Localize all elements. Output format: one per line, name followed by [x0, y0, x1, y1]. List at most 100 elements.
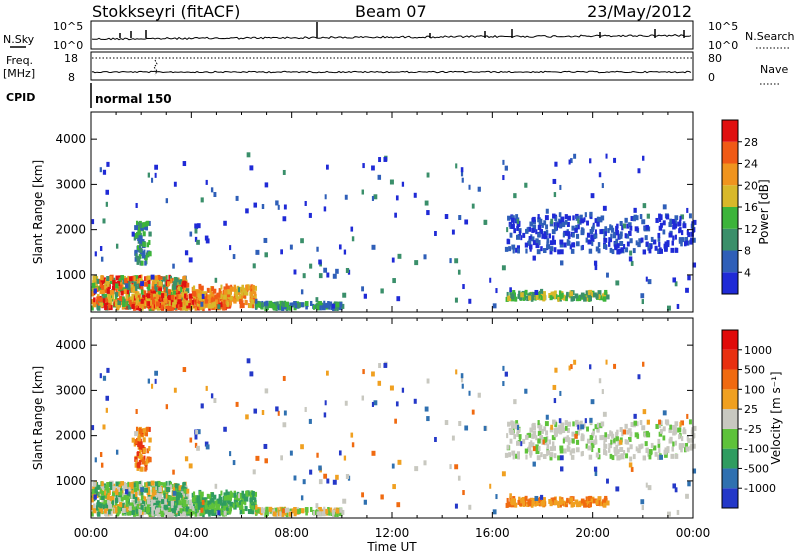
power-cell: [146, 283, 151, 289]
velocity-cell: [461, 383, 464, 389]
power-cell: [413, 192, 417, 198]
velocity-cell: [217, 510, 221, 516]
velocity-cell: [516, 451, 521, 457]
velocity-cell: [559, 445, 564, 451]
velocity-cell: [148, 426, 151, 432]
power-cell: [91, 219, 95, 225]
velocity-colorbar-tick: -1000: [744, 482, 776, 495]
power-cell: [644, 235, 648, 241]
velocity-cell: [552, 497, 556, 503]
power-ytick-label: 2000: [55, 223, 86, 237]
velocity-cell: [619, 447, 624, 453]
power-cell: [91, 282, 96, 288]
power-cell: [587, 290, 591, 296]
velocity-cell: [598, 378, 602, 384]
power-cell: [291, 302, 295, 308]
velocity-cell: [108, 500, 111, 506]
power-cell: [619, 241, 624, 247]
velocity-cell: [341, 509, 345, 515]
power-cell: [517, 293, 521, 299]
velocity-cell: [363, 499, 367, 505]
velocity-cell: [657, 442, 661, 448]
velocity-cell: [137, 489, 140, 495]
power-cell: [148, 306, 153, 312]
velocity-cell: [528, 501, 532, 507]
velocity-cell: [136, 507, 140, 513]
power-cell: [532, 255, 536, 261]
x-tick-label: 04:00: [174, 526, 209, 540]
velocity-cell: [633, 420, 637, 426]
power-cell: [666, 240, 670, 246]
velocity-cell: [602, 411, 607, 417]
power-cell: [137, 283, 140, 289]
power-cell: [529, 244, 533, 250]
velocity-cell: [117, 497, 121, 503]
power-cell: [594, 265, 598, 271]
velocity-cell: [540, 494, 544, 500]
power-cell: [142, 295, 146, 301]
power-cell: [205, 238, 210, 244]
power-cell: [138, 293, 141, 299]
power-cell: [141, 260, 144, 266]
velocity-ytick-label: 3000: [55, 383, 86, 397]
power-cell: [559, 242, 564, 248]
velocity-cell: [610, 439, 613, 445]
velocity-cell: [590, 498, 594, 504]
velocity-cell: [216, 504, 220, 510]
velocity-cell: [175, 490, 180, 496]
power-cell: [240, 295, 244, 301]
power-cell: [535, 238, 539, 244]
velocity-cell: [108, 481, 113, 487]
power-cell: [323, 267, 328, 273]
velocity-cell: [396, 502, 401, 508]
power-cell: [537, 291, 541, 297]
power-ytick-label: 3000: [55, 177, 86, 191]
velocity-cell: [563, 448, 567, 454]
velocity-cell: [564, 425, 568, 431]
velocity-cell: [580, 433, 584, 439]
velocity-cell: [138, 509, 143, 515]
velocity-cell: [102, 504, 106, 510]
velocity-cell: [142, 501, 146, 507]
velocity-cell: [126, 506, 129, 512]
power-cell: [561, 222, 566, 228]
velocity-cell: [641, 425, 646, 431]
power-cell: [181, 292, 186, 298]
velocity-cell: [628, 428, 632, 434]
velocity-cell: [100, 462, 104, 468]
velocity-cell: [316, 452, 319, 458]
power-cell: [94, 251, 97, 257]
power-cell: [289, 244, 293, 250]
power-cell: [604, 289, 608, 295]
power-cell: [654, 245, 658, 251]
velocity-cell: [454, 503, 458, 509]
velocity-cell: [585, 443, 588, 449]
power-cell: [200, 285, 204, 291]
velocity-cell: [140, 495, 144, 501]
velocity-cell: [543, 454, 547, 460]
power-cell: [95, 299, 99, 305]
velocity-cell: [229, 495, 232, 501]
velocity-cell: [553, 428, 557, 434]
power-cell: [255, 249, 260, 255]
velocity-cell: [168, 507, 171, 513]
power-cell: [587, 239, 592, 245]
power-cell: [136, 245, 140, 251]
power-cell: [549, 240, 554, 246]
velocity-cell: [138, 444, 142, 450]
velocity-cell: [275, 512, 278, 518]
velocity-cell: [160, 510, 164, 516]
power-cell: [92, 280, 97, 286]
velocity-cell: [154, 490, 157, 496]
velocity-cell: [134, 495, 138, 501]
velocity-cell: [211, 492, 215, 498]
velocity-cell: [101, 490, 105, 496]
velocity-cell: [685, 443, 689, 449]
power-cell: [177, 286, 181, 292]
power-colorbar-swatch: [722, 120, 738, 142]
velocity-cell: [233, 504, 237, 510]
velocity-cell: [328, 507, 333, 513]
cpid-mode: normal 150: [95, 92, 172, 106]
power-cell: [633, 207, 637, 213]
